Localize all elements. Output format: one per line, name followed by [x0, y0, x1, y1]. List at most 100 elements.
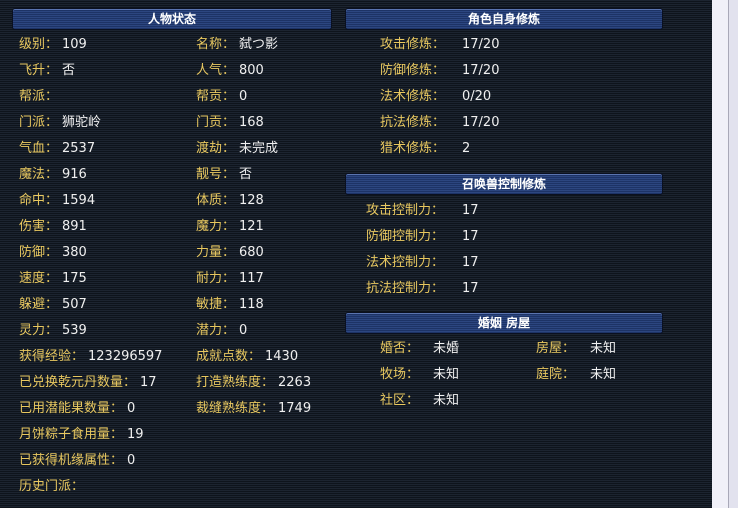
field-value: 539: [62, 323, 87, 338]
field-value: 17: [462, 255, 479, 270]
status-row: 人气： 800: [196, 63, 264, 79]
status-header: 人物状态: [12, 8, 332, 30]
field-value: 118: [239, 297, 264, 312]
status-row: 潜力： 0: [196, 323, 247, 339]
status-row: 伤害： 891: [19, 219, 87, 235]
status-row: 月饼粽子食用量： 19: [19, 427, 144, 443]
cultivation-row: 防御修炼： 17/20: [380, 63, 499, 79]
field-label: 人气：: [196, 63, 236, 78]
field-value: 1749: [278, 401, 312, 416]
field-value: 1430: [265, 349, 299, 364]
field-label: 猎术修炼：: [380, 141, 446, 156]
field-value: 否: [62, 63, 76, 78]
status-row: 靓号：否: [196, 167, 252, 183]
field-value: 0: [239, 89, 248, 104]
status-row: 打造熟练度： 2263: [196, 375, 311, 391]
field-label: 命中：: [19, 193, 59, 208]
field-label: 魔法：: [19, 167, 59, 182]
field-label: 气血：: [19, 141, 59, 156]
field-label: 获得经验：: [19, 349, 85, 364]
pet-control-row: 攻击控制力： 17: [366, 203, 479, 219]
status-row: 速度： 175: [19, 271, 87, 287]
status-row: 飞升：否: [19, 63, 75, 79]
field-label: 抗法修炼：: [380, 115, 446, 130]
cultivation-row: 法术修炼： 0/20: [380, 89, 491, 105]
status-row: 耐力： 117: [196, 271, 264, 287]
status-row: 敏捷： 118: [196, 297, 264, 313]
scrollbar-track[interactable]: [712, 0, 728, 508]
field-label: 门派：: [19, 115, 59, 130]
field-value: 未完成: [239, 141, 279, 156]
status-row: 体质： 128: [196, 193, 264, 209]
field-label: 帮派：: [19, 89, 59, 104]
field-value: 未知: [433, 393, 460, 408]
field-label: 庭院：: [536, 367, 576, 382]
status-row: 命中： 1594: [19, 193, 95, 209]
field-value: 0/20: [462, 89, 492, 104]
field-label: 飞升：: [19, 63, 59, 78]
field-label: 月饼粽子食用量：: [19, 427, 124, 442]
field-label: 法术控制力：: [366, 255, 445, 270]
status-row: 裁缝熟练度： 1749: [196, 401, 311, 417]
field-value: 0: [239, 323, 248, 338]
status-row: 成就点数： 1430: [196, 349, 298, 365]
field-value: 17: [462, 203, 479, 218]
field-label: 渡劫：: [196, 141, 236, 156]
field-value: 17: [462, 281, 479, 296]
field-label: 法术修炼：: [380, 89, 446, 104]
field-value: 19: [127, 427, 144, 442]
field-label: 体质：: [196, 193, 236, 208]
status-row: 获得经验： 123296597: [19, 349, 162, 365]
field-value: 168: [239, 115, 264, 130]
field-value: 175: [62, 271, 87, 286]
field-value: 128: [239, 193, 264, 208]
status-row: 渡劫： 未完成: [196, 141, 278, 157]
field-value: 916: [62, 167, 87, 182]
field-value: 1594: [62, 193, 96, 208]
field-value: 未知: [590, 341, 617, 356]
field-value: 0: [127, 453, 136, 468]
field-value: 未知: [433, 367, 460, 382]
field-label: 帮贡：: [196, 89, 236, 104]
pet-control-row: 防御控制力： 17: [366, 229, 479, 245]
status-row: 魔力： 121: [196, 219, 264, 235]
status-row: 已用潜能果数量： 0: [19, 401, 135, 417]
status-row: 灵力： 539: [19, 323, 87, 339]
pet-control-row: 抗法控制力： 17: [366, 281, 479, 297]
field-label: 打造熟练度：: [196, 375, 275, 390]
field-label: 速度：: [19, 271, 59, 286]
field-value: 17/20: [462, 115, 500, 130]
field-label: 历史门派：: [19, 479, 85, 494]
field-label: 躲避：: [19, 297, 59, 312]
field-value: 未知: [590, 367, 617, 382]
field-value: 121: [239, 219, 264, 234]
status-row: 门派： 狮驼岭: [19, 115, 101, 131]
field-label: 房屋：: [536, 341, 576, 356]
field-value: 800: [239, 63, 264, 78]
pet-control-row: 法术控制力： 17: [366, 255, 479, 271]
field-value: 380: [62, 245, 87, 260]
field-label: 靓号：: [196, 167, 236, 182]
cultivation-row: 攻击修炼： 17/20: [380, 37, 499, 53]
status-row: 力量： 680: [196, 245, 264, 261]
field-label: 灵力：: [19, 323, 59, 338]
field-label: 潜力：: [196, 323, 236, 338]
field-label: 敏捷：: [196, 297, 236, 312]
field-value: 507: [62, 297, 87, 312]
field-label: 伤害：: [19, 219, 59, 234]
field-value: 未婚: [433, 341, 460, 356]
field-label: 攻击修炼：: [380, 37, 446, 52]
marriage-row: 房屋： 未知: [536, 341, 616, 357]
window-edge: [728, 0, 738, 508]
field-label: 成就点数：: [196, 349, 262, 364]
marriage-row: 社区： 未知: [380, 393, 459, 409]
status-row: 帮派：: [19, 89, 62, 105]
field-value: 2263: [278, 375, 312, 390]
field-label: 牧场：: [380, 367, 420, 382]
field-label: 抗法控制力：: [366, 281, 445, 296]
cultivation-row: 抗法修炼： 17/20: [380, 115, 499, 131]
status-row: 魔法： 916: [19, 167, 87, 183]
field-value: 17: [140, 375, 157, 390]
status-row: 气血： 2537: [19, 141, 95, 157]
field-label: 防御：: [19, 245, 59, 260]
